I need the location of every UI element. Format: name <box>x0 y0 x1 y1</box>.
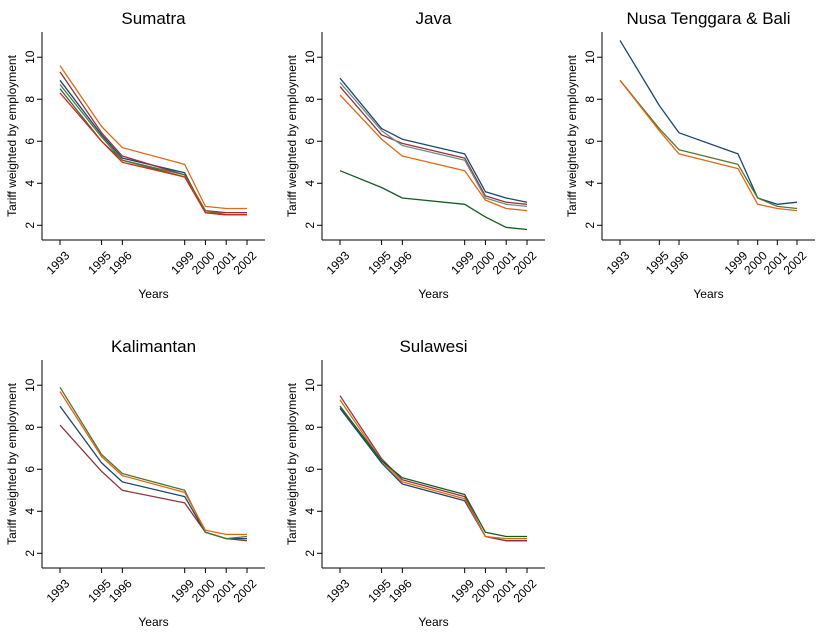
y-tick-label: 10 <box>23 378 37 392</box>
series-line-3 <box>619 79 798 212</box>
y-tick-label: 4 <box>583 180 597 187</box>
series-line-4 <box>339 94 528 212</box>
series-line-5 <box>339 170 528 231</box>
series-line-1 <box>339 407 527 542</box>
x-tick-label: 1993 <box>44 576 73 605</box>
y-tick-label: 2 <box>583 222 597 229</box>
y-tick-label: 2 <box>23 550 37 557</box>
x-tick-label: 1996 <box>386 576 415 605</box>
series-line-2 <box>59 71 247 214</box>
series-line-6 <box>59 92 247 216</box>
panel-title: Sumatra <box>121 9 186 28</box>
y-tick-label: 4 <box>303 508 317 515</box>
series-line-1 <box>59 79 247 216</box>
series-line-1 <box>339 77 528 203</box>
series-line-1 <box>59 424 248 542</box>
series-line-2 <box>339 86 528 205</box>
y-tick-label: 8 <box>583 96 597 103</box>
x-tick-label: 2002 <box>231 248 260 277</box>
x-tick-label: 1996 <box>106 576 135 605</box>
y-tick-label: 2 <box>23 222 37 229</box>
x-tick-label: 2002 <box>511 576 540 605</box>
x-tick-label: 1993 <box>324 248 353 277</box>
y-axis-label: Tariff weighted by employment <box>285 382 299 545</box>
y-tick-label: 10 <box>303 378 317 392</box>
x-tick-label: 1993 <box>324 576 353 605</box>
panel-title: Nusa Tenggara & Bali <box>626 9 790 28</box>
series-line-4 <box>59 65 247 210</box>
y-tick-label: 4 <box>23 180 37 187</box>
y-tick-label: 6 <box>23 138 37 145</box>
series-line-2 <box>59 405 247 540</box>
y-tick-label: 6 <box>23 466 37 473</box>
y-tick-label: 8 <box>23 424 37 431</box>
y-tick-label: 10 <box>303 50 317 64</box>
series-line-2 <box>339 395 527 542</box>
y-axis-label: Tariff weighted by employment <box>5 382 19 545</box>
series-line-4 <box>59 391 247 536</box>
x-tick-label: 1996 <box>106 248 135 277</box>
panel-title: Kalimantan <box>111 337 196 356</box>
x-tick-label: 1993 <box>44 248 73 277</box>
x-axis-label: Years <box>138 615 168 629</box>
y-tick-label: 6 <box>303 138 317 145</box>
y-tick-label: 10 <box>583 50 597 64</box>
series-line-3 <box>339 81 528 208</box>
x-tick-label: 2002 <box>511 248 540 277</box>
y-tick-label: 2 <box>303 550 317 557</box>
y-axis-label: Tariff weighted by employment <box>5 54 19 217</box>
y-tick-label: 2 <box>303 222 317 229</box>
y-tick-label: 8 <box>303 96 317 103</box>
panel-title: Sulawesi <box>399 337 467 356</box>
series-line-3 <box>59 386 248 540</box>
x-axis-label: Years <box>418 287 448 301</box>
y-tick-label: 8 <box>23 96 37 103</box>
y-tick-label: 4 <box>23 508 37 515</box>
panel-title: Java <box>416 9 452 28</box>
y-tick-label: 8 <box>303 424 317 431</box>
y-tick-label: 6 <box>583 138 597 145</box>
x-tick-label: 1993 <box>604 248 633 277</box>
x-axis-label: Years <box>138 287 168 301</box>
y-tick-label: 10 <box>23 50 37 64</box>
y-axis-label: Tariff weighted by employment <box>285 54 299 217</box>
y-tick-label: 4 <box>303 180 317 187</box>
x-tick-label: 2002 <box>781 248 810 277</box>
series-line-3 <box>339 399 527 540</box>
x-tick-label: 1996 <box>386 248 415 277</box>
series-line-2 <box>619 79 798 210</box>
y-tick-label: 6 <box>303 466 317 473</box>
series-line-4 <box>339 405 527 538</box>
series-line-1 <box>619 40 798 205</box>
y-axis-label: Tariff weighted by employment <box>565 54 579 217</box>
x-tick-label: 1996 <box>663 248 692 277</box>
x-tick-label: 2002 <box>231 576 260 605</box>
series-line-5 <box>59 84 247 216</box>
x-axis-label: Years <box>693 287 723 301</box>
x-axis-label: Years <box>418 615 448 629</box>
